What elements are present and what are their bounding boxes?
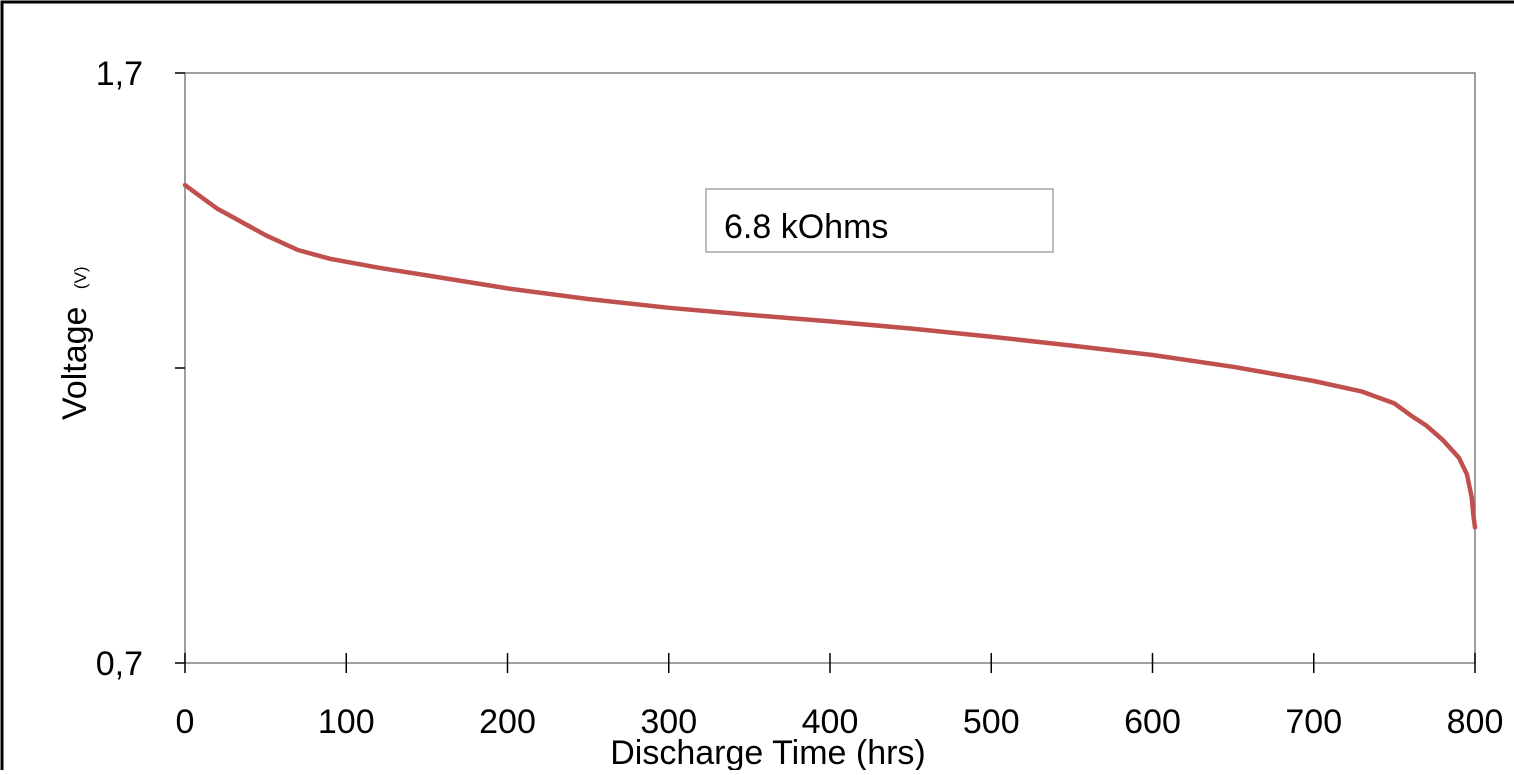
y-axis-title-main: Voltage [56, 307, 94, 420]
annotation-label: 6.8 kOhms [724, 208, 888, 246]
y-tick-label: 0,7 [96, 645, 143, 683]
x-tick-label: 700 [1285, 703, 1342, 741]
y-axis-title: Voltage (V) [56, 266, 94, 420]
x-tick-label: 500 [963, 703, 1020, 741]
y-axis-title-unit: (V) [71, 266, 90, 289]
y-tick-label: 1,7 [96, 55, 143, 93]
x-axis-title: Discharge Time (hrs) [610, 734, 926, 770]
plot-area [185, 73, 1475, 663]
y-axis-title-group: Voltage (V) [56, 266, 94, 420]
x-tick-label: 100 [318, 703, 375, 741]
x-tick-label: 600 [1124, 703, 1181, 741]
y-ticks: 0,7 1,7 [96, 55, 185, 683]
x-tick-label: 800 [1447, 703, 1504, 741]
x-tick-label: 200 [479, 703, 536, 741]
x-ticks: 0 100 200 300 400 500 600 700 800 [176, 653, 1504, 741]
x-tick-label: 0 [176, 703, 195, 741]
